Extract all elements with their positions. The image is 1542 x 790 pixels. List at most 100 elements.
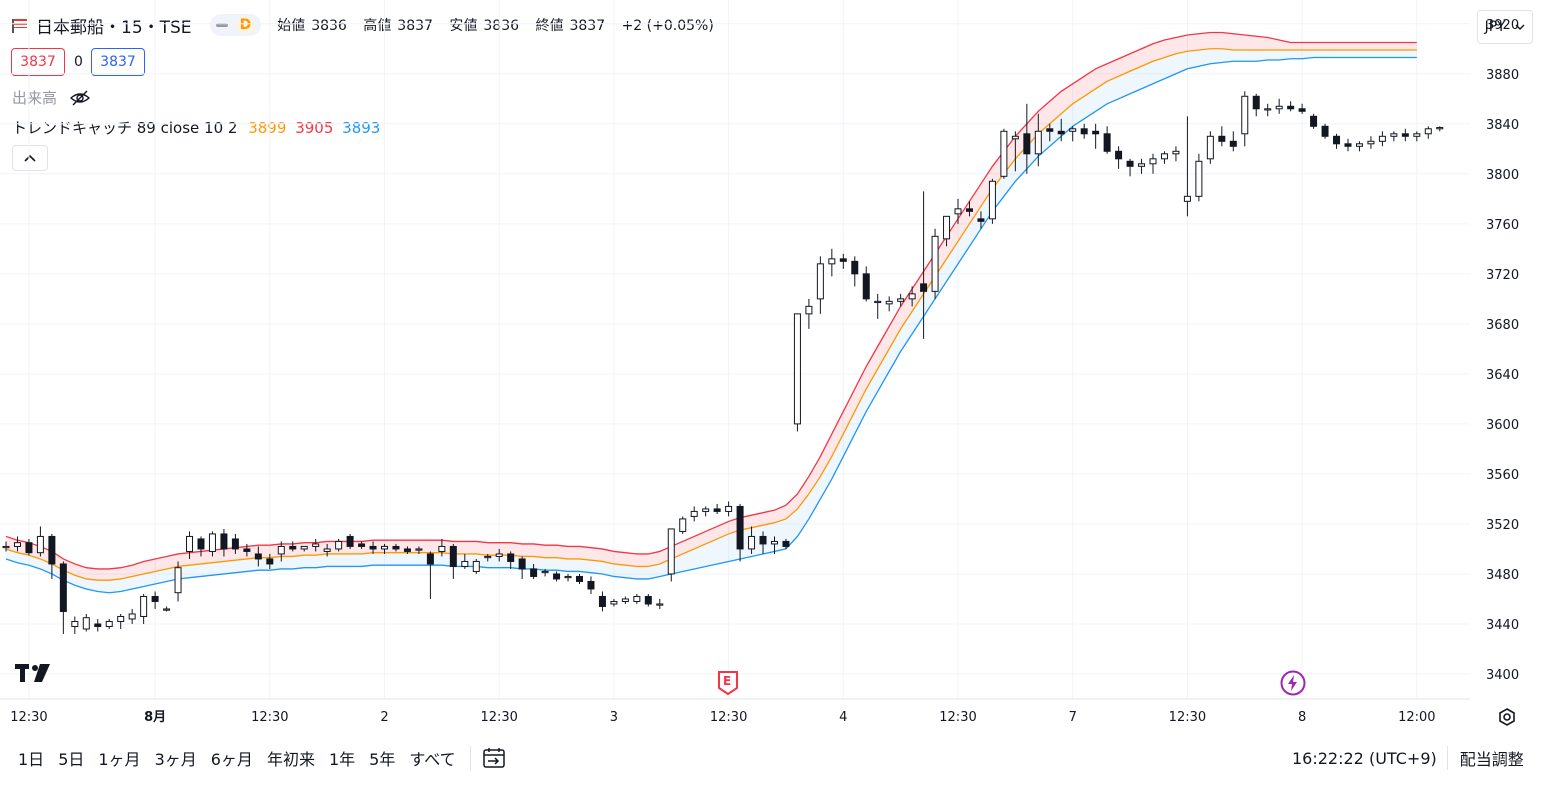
candle-body bbox=[1321, 125, 1329, 137]
candle-body bbox=[1126, 160, 1134, 167]
candle-body bbox=[1413, 133, 1421, 137]
y-tick-label: 3440 bbox=[1486, 618, 1519, 633]
spread-value: 0 bbox=[74, 54, 83, 70]
candle-body bbox=[484, 555, 492, 559]
candle-body bbox=[335, 540, 343, 550]
volume-label: 出来高 bbox=[12, 89, 58, 107]
candle-body bbox=[1023, 133, 1031, 155]
range-ytd[interactable]: 年初来 bbox=[266, 750, 315, 769]
candle-body bbox=[1172, 150, 1180, 155]
range-all[interactable]: すべて bbox=[409, 750, 456, 769]
range-5d[interactable]: 5日 bbox=[58, 750, 85, 769]
dividend-adjust-button[interactable]: 配当調整 bbox=[1459, 750, 1524, 769]
candle-body bbox=[461, 560, 469, 567]
candle-body bbox=[748, 535, 756, 550]
lightning-icon bbox=[1280, 670, 1306, 696]
candle-body bbox=[1355, 143, 1363, 147]
candle-body bbox=[736, 505, 744, 550]
dividend-marker[interactable] bbox=[1280, 670, 1306, 700]
y-tick-label: 3720 bbox=[1486, 268, 1519, 283]
close-value: 3837 bbox=[569, 18, 606, 34]
candle-body bbox=[908, 293, 916, 300]
range-3m[interactable]: 3ヶ月 bbox=[154, 750, 197, 769]
range-5y[interactable]: 5年 bbox=[369, 750, 396, 769]
candle-body bbox=[553, 573, 561, 580]
candle-body bbox=[1218, 135, 1226, 142]
candle-body bbox=[621, 598, 629, 602]
low-label: 安値 bbox=[449, 18, 478, 34]
candle-body bbox=[518, 558, 526, 570]
candle-body bbox=[243, 548, 251, 552]
candle-body bbox=[358, 543, 366, 547]
candle-body bbox=[1390, 133, 1398, 137]
candle-body bbox=[208, 533, 216, 552]
candle-body bbox=[266, 558, 274, 565]
range-1y[interactable]: 1年 bbox=[328, 750, 356, 769]
candle-body bbox=[1298, 108, 1306, 112]
settings-button[interactable] bbox=[1497, 707, 1517, 731]
range-1m[interactable]: 1ヶ月 bbox=[98, 750, 141, 769]
candle-body bbox=[220, 533, 228, 550]
candle-body bbox=[541, 570, 549, 574]
earnings-marker[interactable]: E bbox=[716, 670, 740, 696]
y-tick-label: 3680 bbox=[1486, 318, 1519, 333]
middle-line bbox=[5, 48, 1417, 581]
candle-body bbox=[576, 575, 583, 582]
price-chart[interactable]: 3400344034803520356036003640368037203760… bbox=[0, 0, 1542, 740]
eye-crossed-icon[interactable] bbox=[69, 89, 91, 107]
candle-body bbox=[713, 508, 721, 512]
buy-price-box[interactable]: 3837 bbox=[91, 48, 145, 76]
candle-body bbox=[254, 553, 262, 560]
candle-body bbox=[598, 595, 606, 607]
candle-body bbox=[231, 538, 239, 550]
candle-body bbox=[839, 258, 847, 262]
footer-divider bbox=[469, 746, 471, 770]
range-1d[interactable]: 1日 bbox=[18, 750, 45, 769]
candle-body bbox=[1183, 195, 1191, 202]
candle-body bbox=[1000, 130, 1008, 177]
earnings-icon bbox=[718, 671, 738, 696]
candle-body bbox=[1103, 133, 1111, 152]
candle-body bbox=[644, 595, 652, 605]
candle-body bbox=[954, 208, 962, 215]
candle-body bbox=[1344, 143, 1352, 147]
symbol-title[interactable]: 日本郵船・15・TSE bbox=[36, 17, 192, 38]
interval-badge: D bbox=[235, 17, 256, 33]
collapse-legend-button[interactable] bbox=[12, 145, 48, 171]
y-tick-label: 3800 bbox=[1486, 168, 1519, 183]
candle-body bbox=[1436, 127, 1444, 130]
candle-body bbox=[197, 538, 205, 550]
candle-body bbox=[759, 535, 767, 545]
candle-body bbox=[13, 542, 21, 547]
upper-band-fill bbox=[6, 32, 1417, 581]
candle-body bbox=[1092, 130, 1100, 135]
candle-body bbox=[415, 548, 423, 551]
candle-body bbox=[725, 505, 733, 512]
candle-body bbox=[862, 273, 870, 300]
candle-body bbox=[1333, 135, 1341, 145]
candle-body bbox=[874, 300, 882, 304]
range-6m[interactable]: 6ヶ月 bbox=[210, 750, 253, 769]
band-fill bbox=[6, 32, 1417, 593]
interval-pill[interactable]: D bbox=[209, 14, 262, 36]
currency-select[interactable]: JPY bbox=[1477, 10, 1533, 44]
date-range-icon[interactable] bbox=[481, 746, 507, 770]
candle-body bbox=[312, 543, 320, 547]
candle-body bbox=[151, 595, 159, 602]
candle-body bbox=[977, 218, 985, 222]
candle-body bbox=[828, 258, 836, 265]
x-tick-label: 12:30 bbox=[1169, 710, 1206, 725]
x-tick-label: 4 bbox=[839, 710, 847, 725]
candle-body bbox=[1275, 105, 1283, 110]
candle-body bbox=[438, 545, 446, 552]
tradingview-logo[interactable] bbox=[14, 662, 54, 690]
y-tick-label: 3880 bbox=[1486, 68, 1519, 83]
candle-body bbox=[392, 545, 400, 550]
candle-body bbox=[82, 617, 90, 630]
change-value: +2 (+0.05%) bbox=[621, 18, 714, 34]
candle-body bbox=[885, 300, 893, 305]
clock[interactable]: 16:22:22 (UTC+9) bbox=[1292, 748, 1437, 768]
candle-body bbox=[920, 283, 928, 292]
candle-body bbox=[140, 595, 148, 617]
candle-body bbox=[1424, 128, 1432, 135]
